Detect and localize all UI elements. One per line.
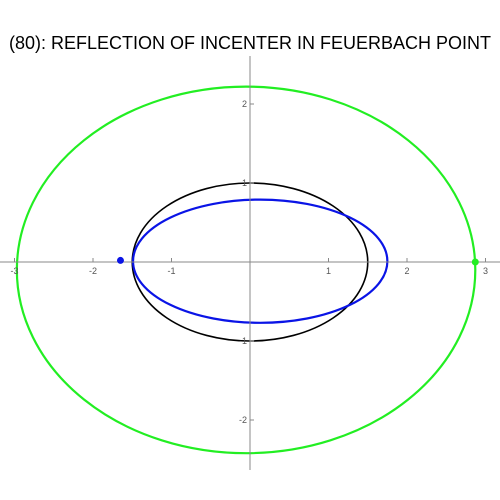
y-tick-label: 1	[242, 178, 247, 188]
x-tick-label: -1	[167, 266, 175, 276]
x-tick-label: 3	[483, 266, 488, 276]
blue-ellipse	[131, 198, 389, 324]
axes-layer	[0, 56, 500, 470]
green-curve	[15, 85, 477, 455]
x-tick-label: -3	[10, 266, 18, 276]
y-tick-label: -1	[239, 336, 247, 346]
x-tick-label: -2	[89, 266, 97, 276]
blue-point	[116, 256, 124, 264]
y-tick-label: 2	[242, 99, 247, 109]
green-point	[471, 258, 479, 266]
ticks-layer: -3 -2 -1 1 2 3 2 1 -1 -2	[10, 99, 488, 425]
y-tick-label: -2	[239, 415, 247, 425]
x-tick-label: 2	[404, 266, 409, 276]
page-title: (80): REFLECTION OF INCENTER IN FEUERBAC…	[9, 33, 491, 53]
x-tick-label: 1	[326, 266, 331, 276]
points-layer	[116, 256, 479, 266]
